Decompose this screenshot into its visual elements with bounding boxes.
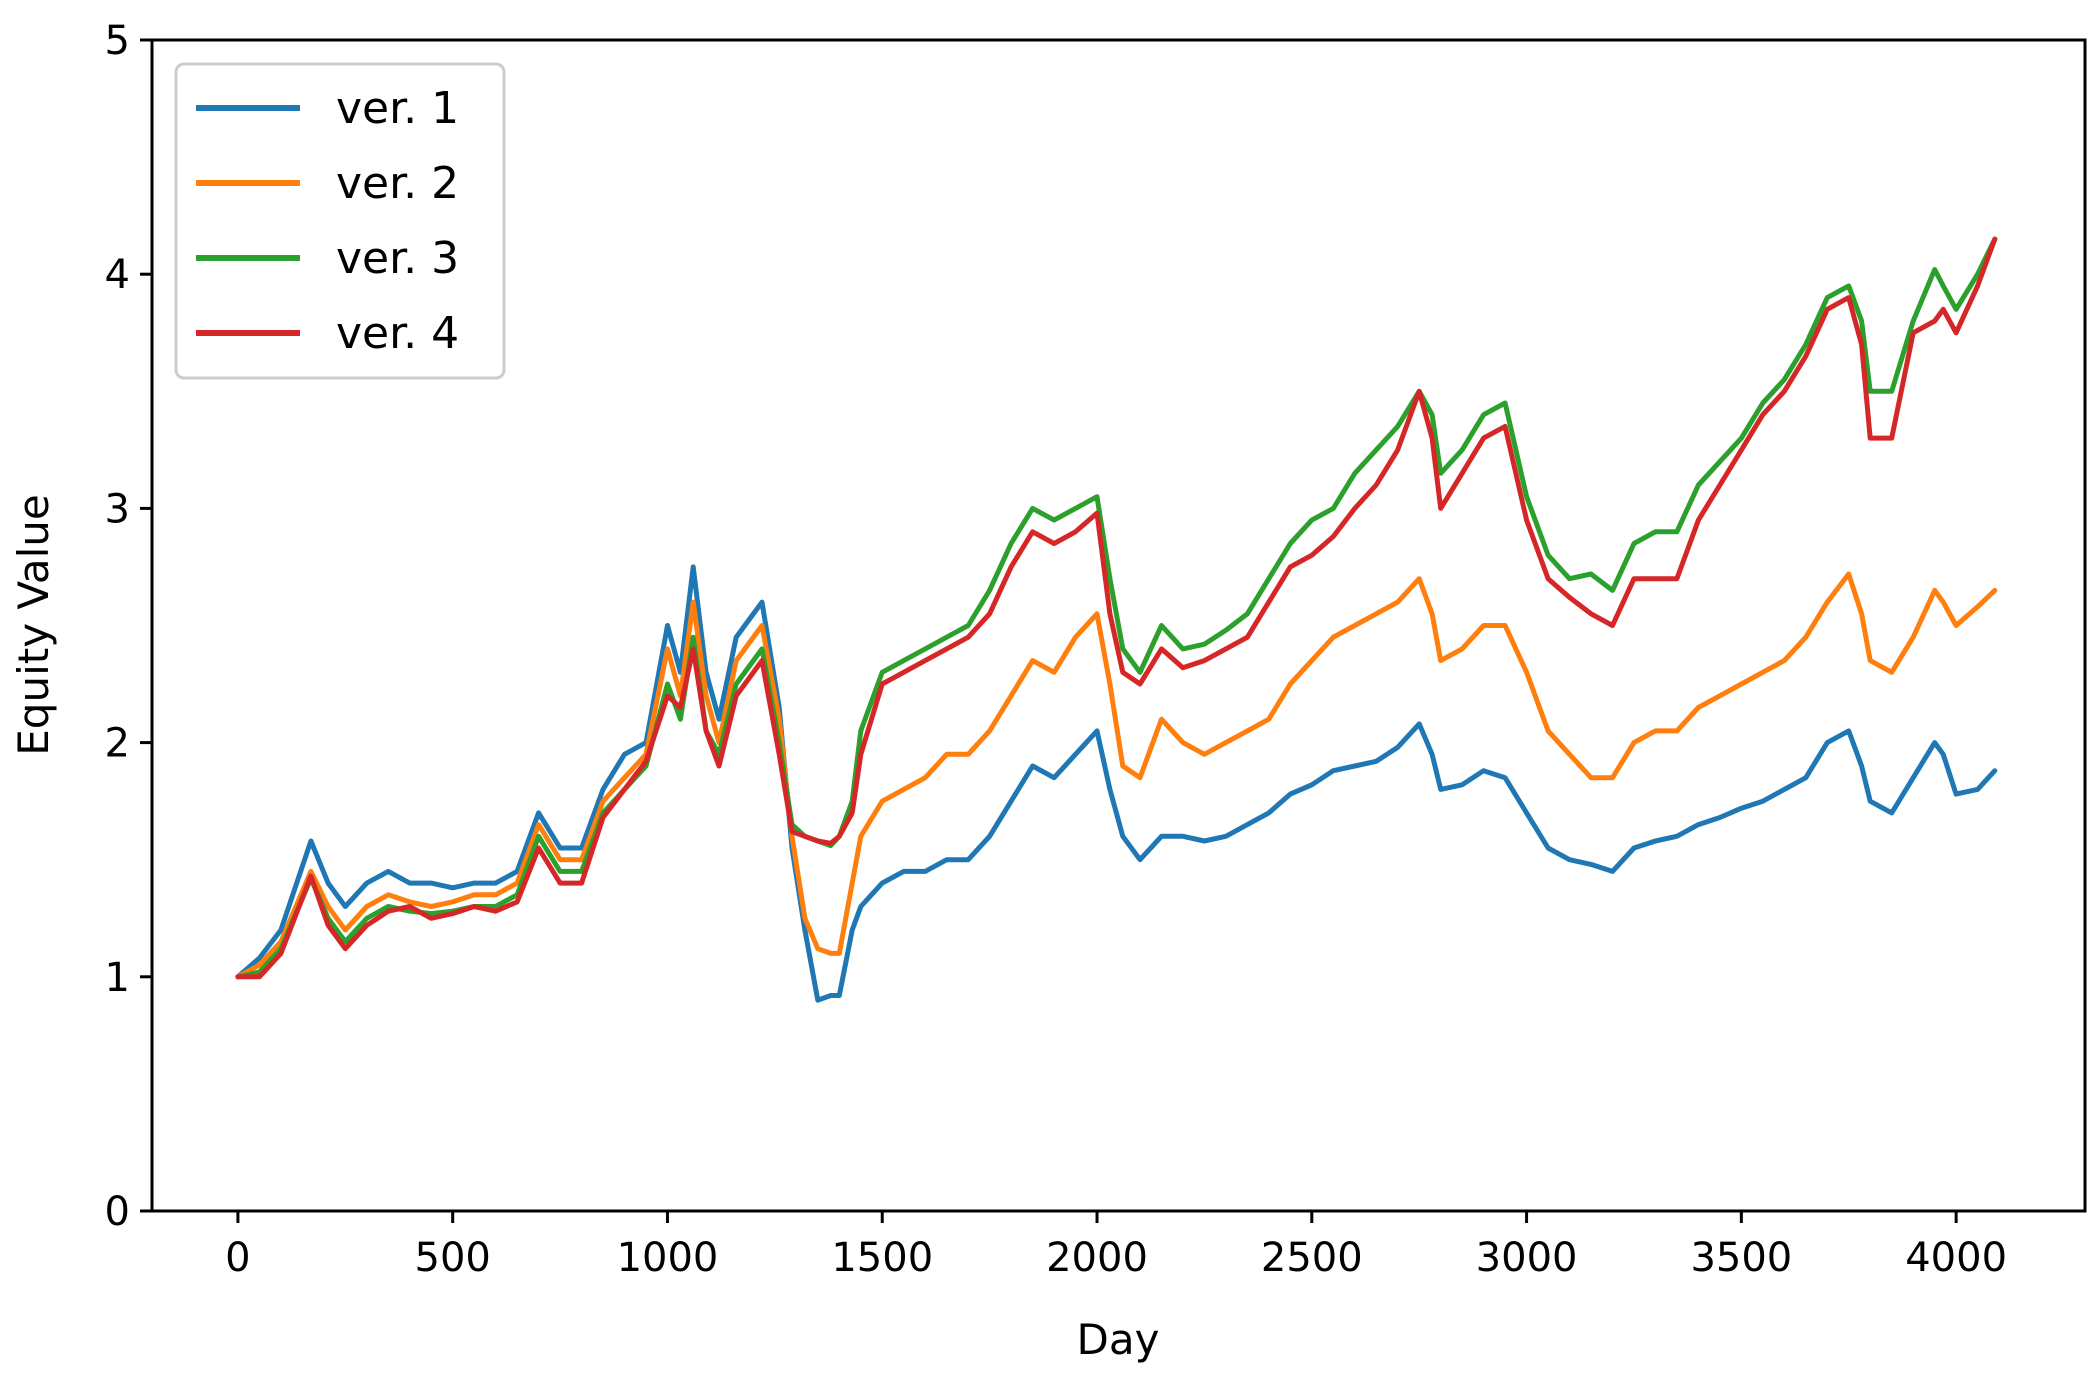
- y-tick-label: 3: [105, 486, 130, 532]
- x-tick-label: 500: [415, 1235, 491, 1281]
- x-tick-label: 2500: [1261, 1235, 1363, 1281]
- x-tick-label: 1000: [617, 1235, 719, 1281]
- series-line-ver-4: [235, 236, 1998, 980]
- legend-label-ver-2: ver. 2: [336, 158, 459, 209]
- y-axis-ticks: 0 1 2 3 4 5: [105, 18, 152, 1235]
- legend-box: [174, 62, 506, 380]
- y-tick-label: 2: [105, 721, 130, 767]
- x-axis-ticks: 0 500 1000 1500 2000 2500 3000 3500 4000: [225, 1211, 2007, 1281]
- x-tick-label: 3500: [1690, 1235, 1792, 1281]
- x-axis-label: Day: [1077, 1315, 1160, 1364]
- series-line-ver-3: [235, 236, 1998, 980]
- x-tick-label: 1500: [831, 1235, 933, 1281]
- plot-area: [150, 38, 2087, 1213]
- x-tick-label: 2000: [1046, 1235, 1148, 1281]
- y-tick-label: 5: [105, 18, 130, 64]
- legend: ver. 1 ver. 2 ver. 3 ver. 4: [174, 62, 506, 380]
- y-tick-label: 0: [105, 1189, 130, 1235]
- series-line-ver-1: [235, 564, 1998, 1003]
- y-tick-label: 1: [105, 955, 130, 1001]
- y-axis-label: Equity Value: [9, 494, 58, 756]
- legend-items: ver. 1 ver. 2 ver. 3 ver. 4: [196, 83, 459, 359]
- legend-label-ver-3: ver. 3: [336, 233, 459, 284]
- plot-frame: [150, 38, 2087, 1213]
- legend-label-ver-1: ver. 1: [336, 83, 459, 134]
- x-tick-label: 3000: [1476, 1235, 1578, 1281]
- series-line-ver-2: [235, 571, 1998, 980]
- legend-label-ver-4: ver. 4: [336, 308, 459, 359]
- series-layer: [235, 236, 1998, 1003]
- x-tick-label: 4000: [1905, 1235, 2007, 1281]
- y-tick-label: 4: [105, 252, 130, 298]
- x-tick-label: 0: [225, 1235, 250, 1281]
